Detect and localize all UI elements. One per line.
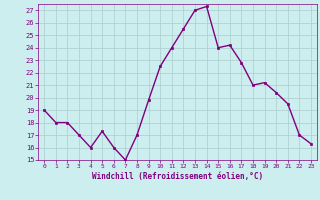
X-axis label: Windchill (Refroidissement éolien,°C): Windchill (Refroidissement éolien,°C) [92,172,263,181]
